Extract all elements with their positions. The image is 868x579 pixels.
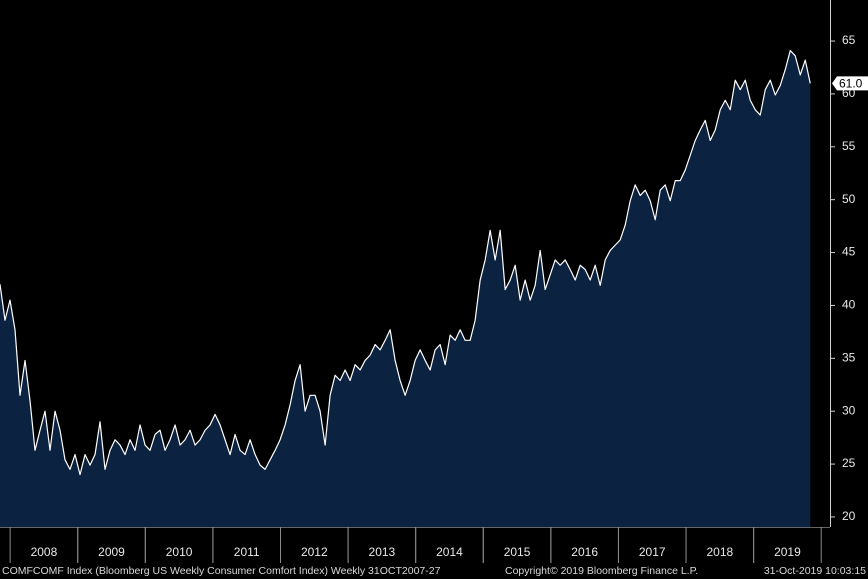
x-tick-label: 2019 xyxy=(774,545,801,559)
x-tick-label: 2018 xyxy=(706,545,733,559)
footer-timestamp: 31-Oct-2019 10:03:15 xyxy=(764,565,866,577)
last-value-label: 61.0 xyxy=(839,77,863,91)
x-tick-label: 2008 xyxy=(31,545,58,559)
x-tick-label: 2017 xyxy=(639,545,666,559)
y-tick-label: 50 xyxy=(842,192,856,206)
x-tick-label: 2010 xyxy=(166,545,193,559)
x-tick-label: 2012 xyxy=(301,545,328,559)
y-tick-label: 40 xyxy=(842,298,856,312)
x-tick-label: 2015 xyxy=(504,545,531,559)
last-value-tag: 61.0 xyxy=(832,76,868,91)
y-tick-label: 45 xyxy=(842,245,856,259)
x-tick-label: 2016 xyxy=(571,545,598,559)
last-value-box xyxy=(832,76,868,91)
y-tick-label: 65 xyxy=(842,33,856,47)
y-tick-label: 20 xyxy=(842,509,856,523)
y-tick-label: 55 xyxy=(842,139,856,153)
area-fill xyxy=(0,50,811,528)
footer-source: COMFCOMF Index (Bloomberg US Weekly Cons… xyxy=(2,565,441,577)
x-tick-label: 2009 xyxy=(98,545,125,559)
x-tick-label: 2014 xyxy=(436,545,463,559)
series-line xyxy=(0,49,811,476)
x-tick-label: 2013 xyxy=(369,545,396,559)
y-tick-label: 25 xyxy=(842,456,856,470)
x-tick-label: 2011 xyxy=(234,545,260,559)
y-tick-label: 30 xyxy=(842,403,856,417)
footer-copyright: Copyright© 2019 Bloomberg Finance L.P. xyxy=(505,565,698,577)
y-tick-label: 35 xyxy=(842,350,856,364)
